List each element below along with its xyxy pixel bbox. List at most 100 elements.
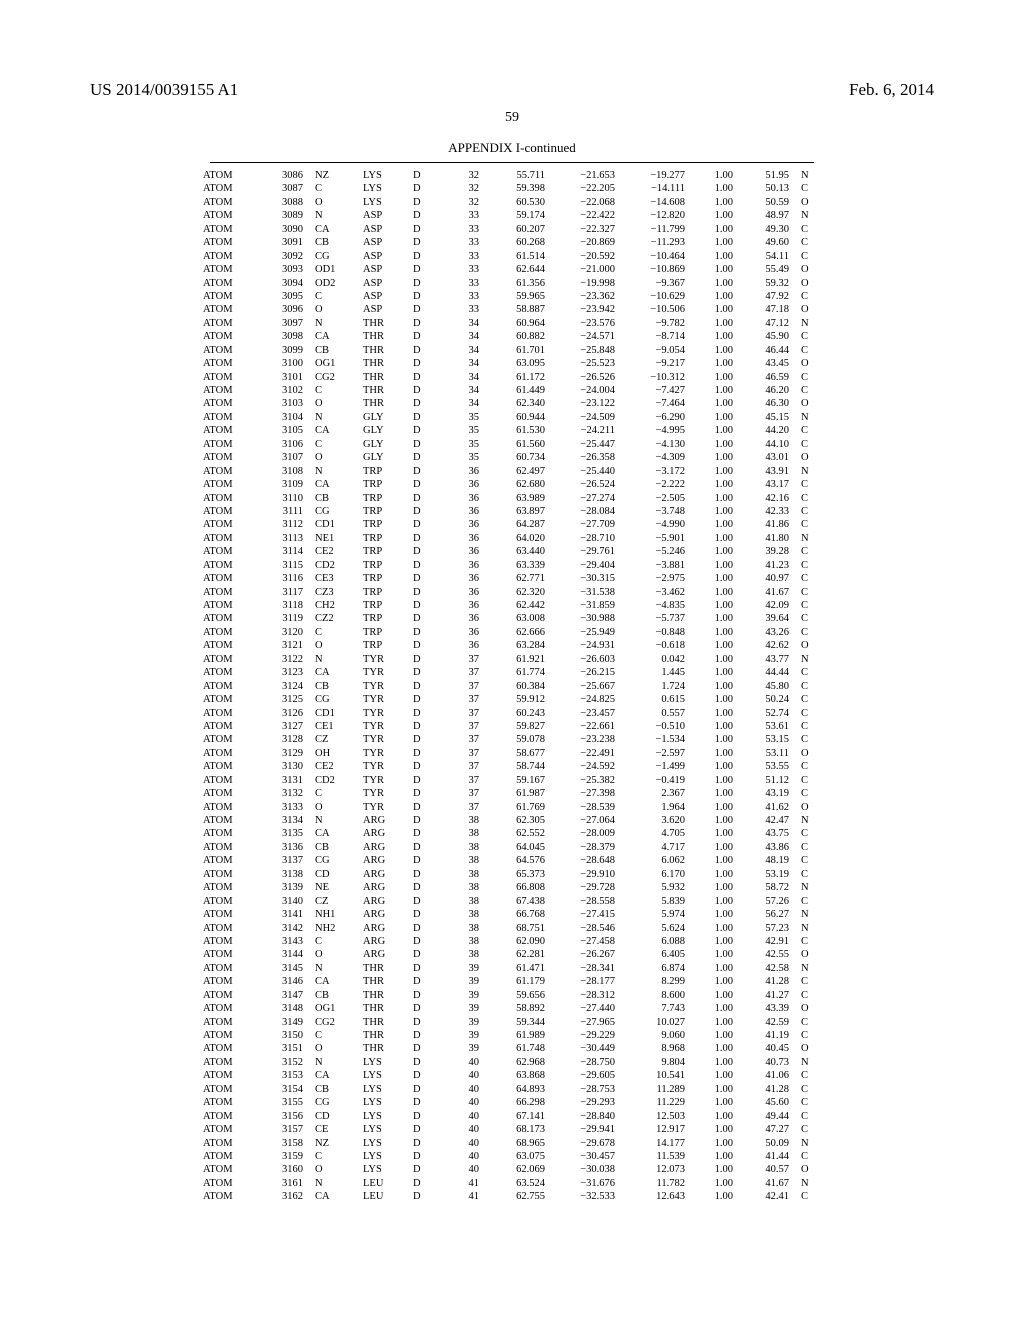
table-cell: 36	[443, 545, 485, 558]
table-cell: C	[795, 895, 827, 908]
table-cell: 1.00	[691, 1042, 739, 1055]
table-cell: 40.97	[739, 572, 795, 585]
table-cell: TYR	[357, 787, 407, 800]
table-cell: C	[795, 559, 827, 572]
table-cell: LYS	[357, 1110, 407, 1123]
table-cell: D	[407, 1163, 443, 1176]
table-row: ATOM3111CGTRPD3663.897−28.084−3.7481.004…	[197, 505, 827, 518]
table-cell: C	[795, 1069, 827, 1082]
table-cell: ATOM	[197, 1083, 259, 1096]
table-cell: D	[407, 948, 443, 961]
table-cell: 1.00	[691, 451, 739, 464]
table-cell: C	[795, 223, 827, 236]
table-cell: ATOM	[197, 881, 259, 894]
table-cell: 35	[443, 438, 485, 451]
table-cell: −21.000	[551, 263, 621, 276]
table-cell: 40.57	[739, 1163, 795, 1176]
table-row: ATOM3139NEARGD3866.808−29.7285.9321.0058…	[197, 881, 827, 894]
table-cell: 1.00	[691, 693, 739, 706]
table-cell: −29.605	[551, 1069, 621, 1082]
table-cell: ATOM	[197, 935, 259, 948]
table-cell: C	[795, 989, 827, 1002]
table-cell: THR	[357, 1029, 407, 1042]
table-cell: −20.592	[551, 250, 621, 263]
table-cell: 1.00	[691, 1069, 739, 1082]
table-cell: 36	[443, 586, 485, 599]
table-cell: 62.305	[485, 814, 551, 827]
table-cell: 37	[443, 787, 485, 800]
table-cell: C	[795, 505, 827, 518]
table-cell: 51.95	[739, 169, 795, 182]
table-cell: 40	[443, 1123, 485, 1136]
table-row: ATOM3089NASPD3359.174−22.422−12.8201.004…	[197, 209, 827, 222]
table-cell: O	[309, 397, 357, 410]
table-cell: D	[407, 465, 443, 478]
table-cell: 3132	[259, 787, 309, 800]
table-cell: THR	[357, 989, 407, 1002]
table-cell: −28.546	[551, 922, 621, 935]
table-cell: D	[407, 1150, 443, 1163]
table-cell: C	[795, 1016, 827, 1029]
table-cell: −20.869	[551, 236, 621, 249]
table-cell: 42.91	[739, 935, 795, 948]
table-cell: 33	[443, 236, 485, 249]
table-cell: 1.00	[691, 680, 739, 693]
table-cell: C	[309, 787, 357, 800]
table-cell: 11.782	[621, 1177, 691, 1190]
table-cell: CE	[309, 1123, 357, 1136]
table-cell: D	[407, 1110, 443, 1123]
table-cell: 1.00	[691, 1163, 739, 1176]
table-cell: ATOM	[197, 371, 259, 384]
table-cell: 40	[443, 1056, 485, 1069]
table-cell: −3.748	[621, 505, 691, 518]
table-cell: 1.00	[691, 250, 739, 263]
table-cell: D	[407, 330, 443, 343]
table-cell: 3108	[259, 465, 309, 478]
table-cell: N	[795, 908, 827, 921]
table-cell: 39.28	[739, 545, 795, 558]
table-cell: ATOM	[197, 801, 259, 814]
table-row: ATOM3094OD2ASPD3361.356−19.998−9.3671.00…	[197, 277, 827, 290]
table-cell: 3088	[259, 196, 309, 209]
table-cell: 53.55	[739, 760, 795, 773]
table-cell: 53.11	[739, 747, 795, 760]
table-cell: 59.167	[485, 774, 551, 787]
table-cell: N	[309, 1056, 357, 1069]
table-cell: 62.755	[485, 1190, 551, 1203]
table-cell: 39	[443, 1016, 485, 1029]
table-cell: 39	[443, 989, 485, 1002]
table-cell: LYS	[357, 1123, 407, 1136]
table-cell: 36	[443, 465, 485, 478]
table-cell: −30.315	[551, 572, 621, 585]
table-cell: −23.457	[551, 707, 621, 720]
table-cell: ATOM	[197, 357, 259, 370]
table-row: ATOM3134NARGD3862.305−27.0643.6201.0042.…	[197, 814, 827, 827]
table-cell: ATOM	[197, 653, 259, 666]
table-cell: ATOM	[197, 344, 259, 357]
table-cell: N	[795, 317, 827, 330]
table-cell: C	[795, 586, 827, 599]
table-cell: −14.111	[621, 182, 691, 195]
table-cell: 63.284	[485, 639, 551, 652]
table-cell: C	[795, 344, 827, 357]
table-cell: −9.367	[621, 277, 691, 290]
table-cell: 3089	[259, 209, 309, 222]
table-cell: D	[407, 182, 443, 195]
table-cell: −27.458	[551, 935, 621, 948]
table-cell: O	[795, 948, 827, 961]
table-cell: C	[795, 693, 827, 706]
table-cell: CD	[309, 1110, 357, 1123]
table-cell: 3112	[259, 518, 309, 531]
table-cell: 9.060	[621, 1029, 691, 1042]
table-cell: −2.505	[621, 492, 691, 505]
table-cell: 61.921	[485, 653, 551, 666]
table-row: ATOM3141NH1ARGD3866.768−27.4155.9741.005…	[197, 908, 827, 921]
table-cell: 3.620	[621, 814, 691, 827]
table-cell: −4.995	[621, 424, 691, 437]
publication-date: Feb. 6, 2014	[849, 80, 934, 100]
table-cell: ATOM	[197, 1123, 259, 1136]
table-cell: ARG	[357, 895, 407, 908]
table-cell: 34	[443, 330, 485, 343]
table-cell: D	[407, 532, 443, 545]
table-cell: 3136	[259, 841, 309, 854]
